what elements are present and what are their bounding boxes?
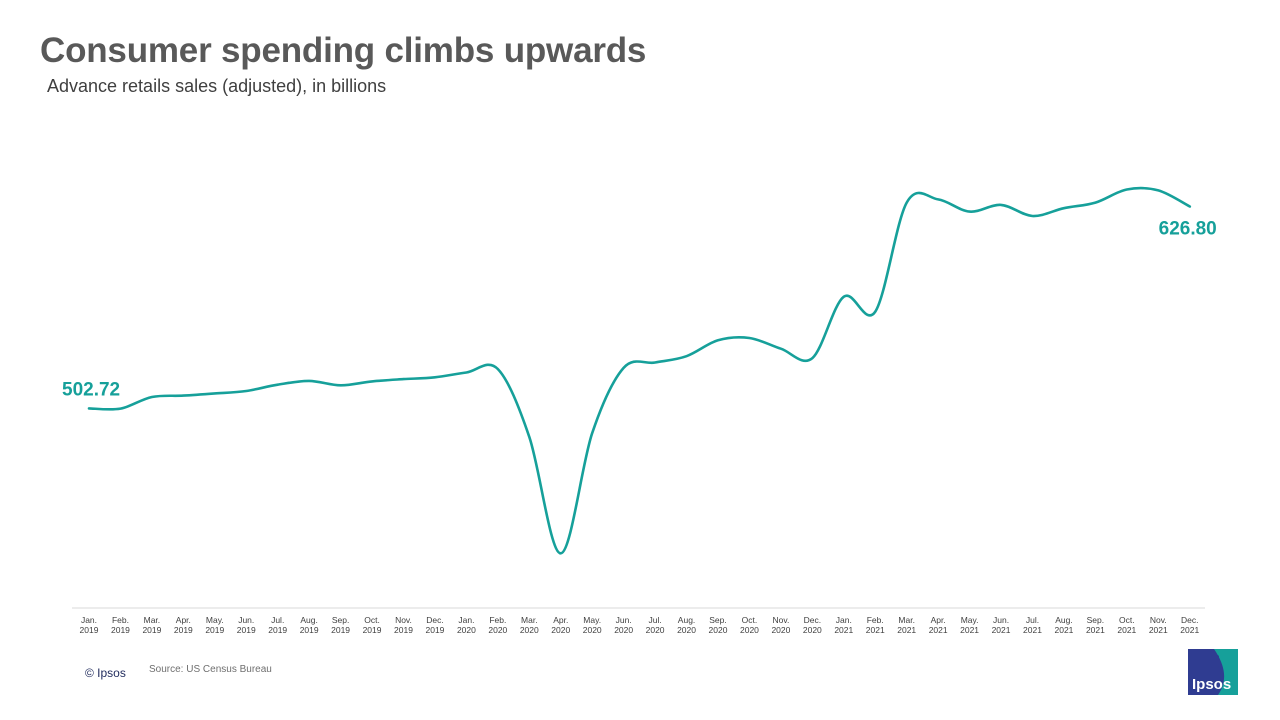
x-tick-label: Jun. 2019 (237, 615, 256, 635)
x-tick-label: Jul. 2019 (268, 615, 287, 635)
x-tick-label: Apr. 2019 (174, 615, 193, 635)
x-tick-label: Dec. 2021 (1180, 615, 1199, 635)
x-tick-label: Feb. 2020 (488, 615, 507, 635)
x-tick-label: Jun. 2020 (614, 615, 633, 635)
x-tick-label: Oct. 2019 (363, 615, 382, 635)
x-tick-label: Apr. 2020 (551, 615, 570, 635)
ipsos-logo: Ipsos (1188, 649, 1238, 695)
series-line (87, 186, 1192, 555)
page-title: Consumer spending climbs upwards (40, 31, 647, 70)
x-tick-label: Nov. 2020 (771, 615, 790, 635)
x-tick-label: Dec. 2019 (425, 615, 444, 635)
data-label: 626.80 (1159, 219, 1217, 240)
x-tick-label: Mar. 2021 (897, 615, 916, 635)
x-tick-label: Jul. 2021 (1023, 615, 1042, 635)
copyright-text: © Ipsos (85, 666, 126, 680)
x-tick-label: Jul. 2020 (646, 615, 665, 635)
x-tick-label: Nov. 2019 (394, 615, 413, 635)
logo-text: Ipsos (1192, 676, 1231, 693)
x-tick-label: Oct. 2021 (1117, 615, 1136, 635)
x-tick-label: Jan. 2021 (834, 615, 853, 635)
x-tick-label: Feb. 2019 (111, 615, 130, 635)
x-tick-label: Feb. 2021 (866, 615, 885, 635)
x-tick-label: Jun. 2021 (992, 615, 1011, 635)
x-tick-label: Aug. 2019 (300, 615, 319, 635)
x-tick-label: Mar. 2020 (520, 615, 539, 635)
source-note: Source: US Census Bureau (149, 664, 272, 675)
x-tick-label: Dec. 2020 (803, 615, 822, 635)
x-tick-label: Sep. 2019 (331, 615, 350, 635)
x-tick-label: Sep. 2020 (709, 615, 728, 635)
x-tick-label: May. 2020 (583, 615, 602, 635)
x-tick-label: May. 2019 (205, 615, 224, 635)
x-tick-label: Oct. 2020 (740, 615, 759, 635)
x-tick-label: Aug. 2020 (677, 615, 696, 635)
x-tick-label: Apr. 2021 (929, 615, 948, 635)
x-axis-ticks: Jan. 2019 Feb. 2019 Mar. 2019 Apr. 2019 May. 2019… (80, 615, 1200, 635)
x-tick-label: May. 2021 (960, 615, 979, 635)
data-label: 502.72 (62, 379, 120, 400)
page-subtitle: Advance retails sales (adjusted), in bil… (47, 76, 387, 96)
x-tick-label: Nov. 2021 (1149, 615, 1168, 635)
x-tick-label: Sep. 2021 (1086, 615, 1105, 635)
x-tick-label: Aug. 2021 (1054, 615, 1073, 635)
x-tick-label: Mar. 2019 (142, 615, 161, 635)
x-tick-label: Jan. 2019 (80, 615, 99, 635)
data-labels: 502.72 626.80 (62, 219, 1217, 401)
x-tick-label: Jan. 2020 (457, 615, 476, 635)
